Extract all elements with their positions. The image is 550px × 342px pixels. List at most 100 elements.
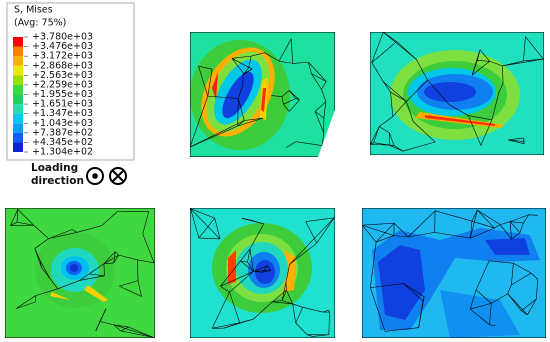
- mesh-edge: [120, 330, 153, 338]
- mesh-edge: [190, 208, 200, 238]
- mesh-edge: [305, 217, 335, 222]
- mesh-edge: [494, 224, 501, 229]
- legend-level: +1.347e+03: [32, 108, 93, 119]
- mesh-edge: [305, 221, 317, 244]
- mesh-edge: [475, 289, 492, 304]
- mesh-edge: [383, 81, 407, 102]
- mesh-edge: [198, 66, 209, 97]
- mesh-edge: [271, 95, 283, 97]
- mesh-edge: [240, 260, 254, 272]
- contour-panel: [190, 32, 335, 157]
- mesh-edge: [33, 225, 49, 239]
- mesh-edge: [373, 126, 380, 143]
- mesh-edge: [508, 137, 524, 141]
- mesh-edge: [499, 224, 512, 240]
- panel-cutout: [318, 110, 335, 157]
- mesh-edge: [57, 280, 80, 290]
- mesh-edge: [34, 238, 49, 249]
- legend-level: +1.955e+03: [32, 89, 93, 100]
- mesh-edge: [95, 308, 107, 332]
- mesh-edge: [385, 327, 419, 332]
- mesh-edge: [99, 321, 114, 326]
- mesh-edge: [383, 32, 417, 60]
- mesh-edge: [308, 62, 312, 74]
- mesh-edge: [435, 210, 473, 222]
- mesh-edge: [378, 126, 390, 134]
- mesh-edge: [248, 56, 252, 68]
- mesh-edge: [470, 308, 490, 325]
- mesh-edge: [508, 139, 524, 142]
- mesh-edge: [502, 58, 544, 67]
- mesh-edge: [229, 271, 254, 293]
- contour-panel: [5, 208, 155, 338]
- mesh-edge: [10, 221, 18, 226]
- mesh-edge: [403, 283, 424, 302]
- mesh-edge: [470, 209, 478, 239]
- mesh-edge: [509, 221, 521, 233]
- mesh-edge: [281, 96, 284, 105]
- direction-icons: [86, 167, 127, 185]
- mesh-edge: [17, 209, 35, 226]
- legend-swatch: [13, 104, 23, 114]
- mesh-edge: [113, 324, 129, 328]
- mesh-edge: [412, 121, 436, 143]
- mesh-edge: [39, 260, 51, 279]
- mesh-edge: [77, 225, 102, 233]
- legend-box: [6, 2, 135, 161]
- mesh-edge: [371, 32, 384, 63]
- mesh-edge: [521, 298, 537, 312]
- mesh-edge: [251, 52, 265, 57]
- mesh-edge: [511, 263, 514, 285]
- mesh-edge: [530, 272, 538, 280]
- legend-swatch: [13, 142, 23, 152]
- mesh-edge: [253, 265, 268, 272]
- mesh-edge: [498, 83, 504, 93]
- mesh-edge: [239, 318, 254, 324]
- legend-swatch: [13, 113, 23, 124]
- mesh-edge: [220, 271, 254, 287]
- mesh-edge: [283, 103, 290, 112]
- mesh-edge: [272, 300, 283, 303]
- mesh-edge: [393, 235, 409, 238]
- mesh-edge: [237, 84, 244, 99]
- mesh-edge: [101, 211, 118, 226]
- mesh-edge: [477, 209, 501, 225]
- mesh-edge: [406, 79, 428, 102]
- mesh-edge: [321, 81, 327, 90]
- mesh-edge: [190, 120, 245, 148]
- mesh-edge: [198, 217, 215, 239]
- mesh-edge: [491, 92, 500, 120]
- mesh-edge: [137, 280, 142, 297]
- mesh-edge: [190, 208, 221, 240]
- mesh-edge: [240, 260, 248, 263]
- mesh-edge: [322, 310, 329, 313]
- mesh-edge: [370, 287, 386, 332]
- legend-swatch: [13, 94, 23, 105]
- mesh-edge: [16, 301, 36, 309]
- mesh-edge: [468, 115, 492, 121]
- mesh-edge: [220, 286, 230, 293]
- legend-level: +3.476e+03: [32, 41, 93, 52]
- mesh-edge: [389, 144, 403, 152]
- mesh-edge: [406, 101, 414, 122]
- mesh-edge: [507, 293, 528, 316]
- mesh-edge: [264, 52, 280, 62]
- mesh-edge: [314, 101, 327, 112]
- mesh-edge: [272, 301, 293, 305]
- mesh-edge: [292, 61, 309, 64]
- mesh-edge: [48, 232, 78, 239]
- mesh-edge: [418, 300, 424, 328]
- mesh-edge: [480, 119, 493, 146]
- mesh-edge: [316, 217, 335, 244]
- mesh-edge: [118, 254, 138, 261]
- mesh-edge: [237, 117, 264, 127]
- mesh-edge: [370, 143, 390, 146]
- mesh-edge: [10, 209, 19, 226]
- mesh-edge: [89, 263, 105, 275]
- mesh-edge: [241, 218, 251, 221]
- mesh-edge: [383, 81, 391, 93]
- mesh-edge: [471, 220, 495, 229]
- mesh-edge: [373, 142, 390, 146]
- mesh-edge: [272, 290, 287, 303]
